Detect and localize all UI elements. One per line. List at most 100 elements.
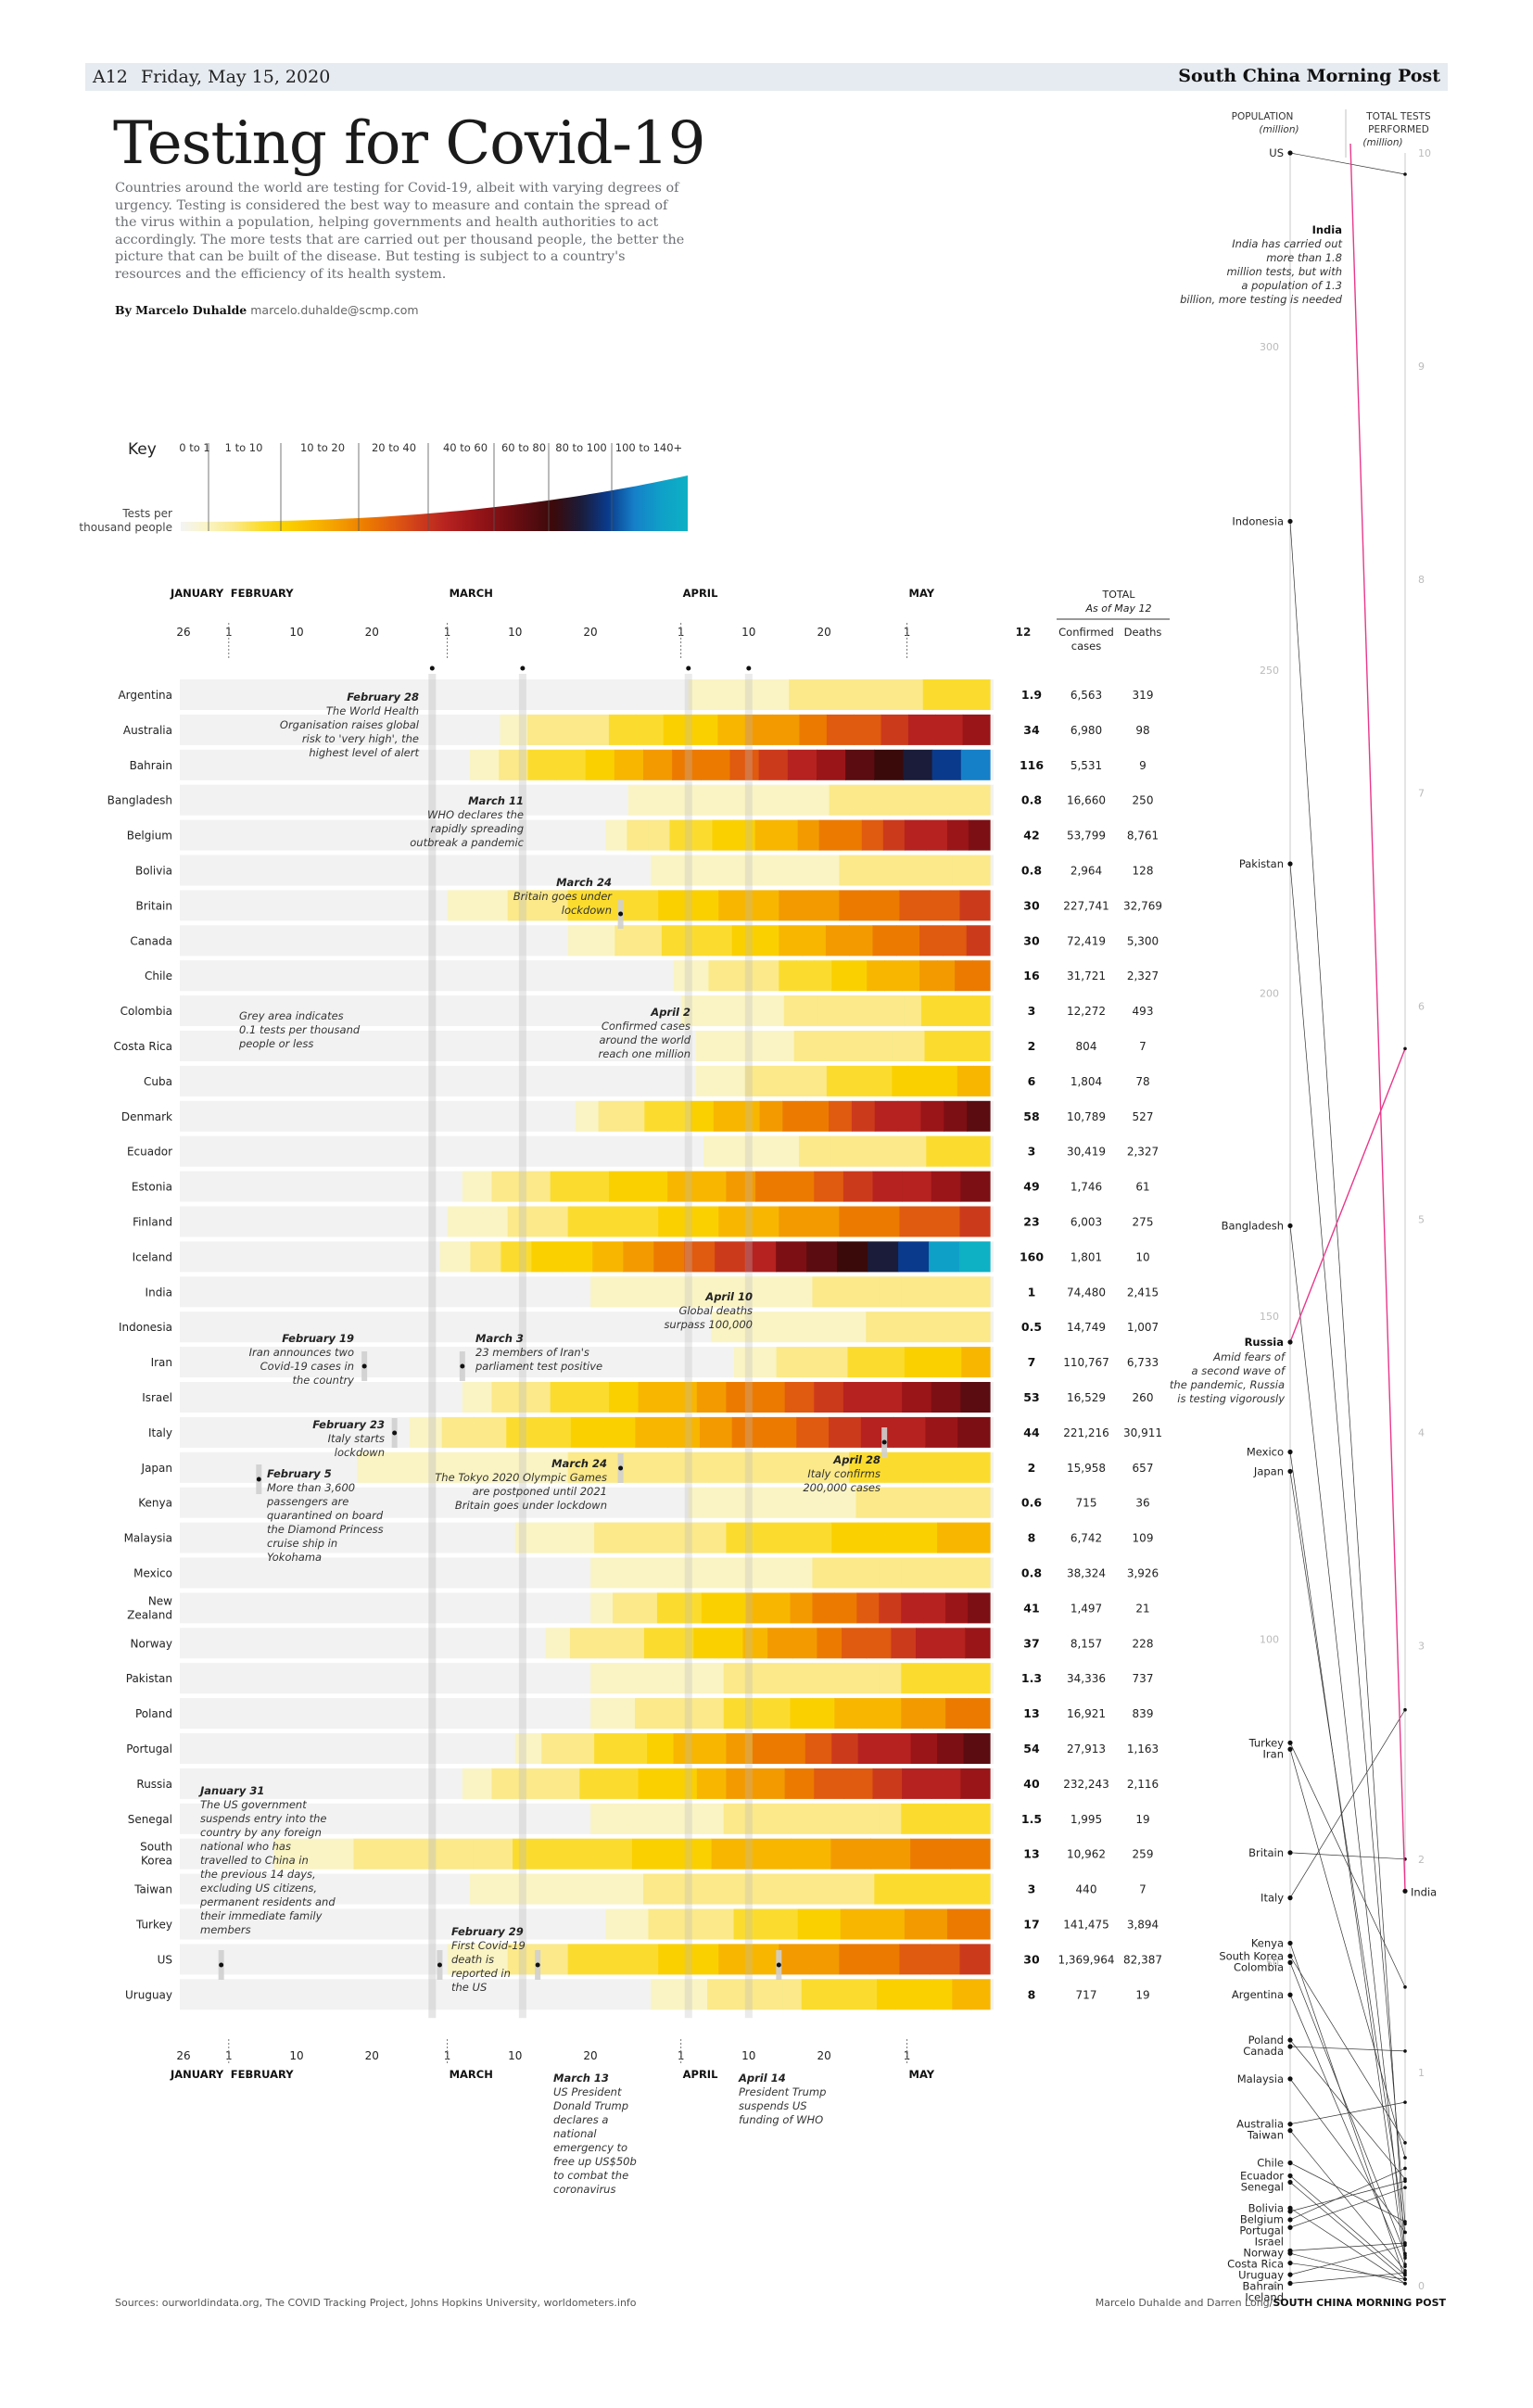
annotation-text: Britain goes under xyxy=(513,890,614,903)
confirmed-cases: 227,741 xyxy=(1063,899,1109,912)
heat-cell xyxy=(857,1522,885,1553)
confirmed-cases: 1,804 xyxy=(1071,1075,1102,1088)
confirmed-cases: 1,369,964 xyxy=(1058,1953,1114,1966)
tests-per-thousand: 30 xyxy=(1023,933,1040,947)
heat-cell xyxy=(541,1522,569,1553)
heat-cell xyxy=(902,1171,932,1202)
heat-cell xyxy=(594,1628,620,1659)
population-dot xyxy=(1287,1850,1293,1856)
tests-tick: 0 xyxy=(1418,2280,1425,2292)
tests-tick: 9 xyxy=(1418,361,1425,373)
heat-cell xyxy=(642,1873,673,1905)
heat-cell xyxy=(782,1100,806,1132)
india-right-label: India xyxy=(1411,1885,1437,1898)
tests-per-thousand: 54 xyxy=(1023,1742,1040,1755)
heat-cell xyxy=(313,1838,354,1869)
heat-cell xyxy=(945,1557,969,1589)
heat-cell xyxy=(590,1592,614,1624)
annotation-text: Organisation raises global xyxy=(280,718,420,731)
heat-cell xyxy=(890,1347,906,1378)
tests-tick: 4 xyxy=(1418,1427,1425,1439)
heat-cell xyxy=(941,1031,958,1061)
heat-cell xyxy=(514,1522,542,1553)
heat-cell xyxy=(668,1628,694,1659)
heat-cell xyxy=(658,1944,690,1975)
population-dot xyxy=(1287,2044,1293,2049)
heat-cell xyxy=(859,1065,877,1096)
heat-cell xyxy=(919,1347,934,1378)
slope-country-label: Taiwan xyxy=(1247,2129,1284,2142)
day-tick-bottom: 20 xyxy=(365,2049,379,2062)
confirmed-cases: 717 xyxy=(1076,1988,1097,2001)
confirmed-cases: 72,419 xyxy=(1067,934,1106,947)
heat-cell xyxy=(856,1803,880,1834)
tests-per-thousand: 58 xyxy=(1023,1109,1039,1123)
deaths: 2,415 xyxy=(1127,1286,1159,1299)
heat-cell xyxy=(929,1206,961,1237)
heat-cell xyxy=(808,890,840,921)
deaths: 9 xyxy=(1139,759,1147,772)
row-bolivia: Bolivia 0.8 2,964 128 xyxy=(135,855,1153,886)
slope-country-label: Pakistan xyxy=(1239,857,1284,870)
deaths: 319 xyxy=(1133,689,1154,702)
country-label: Bolivia xyxy=(135,865,172,878)
heat-cell xyxy=(477,1944,509,1975)
heat-cell xyxy=(776,1347,792,1378)
heat-cell xyxy=(598,1100,623,1132)
heat-cell xyxy=(937,1522,965,1553)
heat-cell xyxy=(939,1487,957,1518)
heat-cell xyxy=(667,1382,698,1413)
heat-cell xyxy=(393,1838,434,1869)
heat-cell xyxy=(699,1522,728,1553)
annotation-title: February 29 xyxy=(451,1925,524,1938)
heat-cell xyxy=(790,1592,814,1624)
key-bin-label: 40 to 60 xyxy=(443,441,488,454)
slope-country-label: Russia xyxy=(1245,1336,1284,1349)
day-tick-bottom: 10 xyxy=(289,2049,303,2062)
annotation-text: reach one million xyxy=(599,1047,690,1060)
annotation-text: lockdown xyxy=(335,1446,385,1459)
slope-line xyxy=(1289,1743,1406,1988)
country-label: Australia xyxy=(123,724,172,737)
heat-cell xyxy=(656,1803,680,1834)
country-label: Pakistan xyxy=(126,1672,172,1685)
heat-cell xyxy=(877,855,896,886)
heat-cell xyxy=(777,1065,795,1096)
heat-cell xyxy=(581,714,610,745)
slope-line xyxy=(1289,2180,1406,2212)
confirmed-cases: 1,801 xyxy=(1071,1250,1102,1263)
heat-cell xyxy=(801,995,819,1027)
india-note-line: million tests, but with xyxy=(1226,265,1342,278)
heat-cell xyxy=(920,995,940,1027)
confirmed-cases: 1,995 xyxy=(1071,1813,1102,1826)
row-belgium: Belgium 42 53,799 8,761 xyxy=(127,819,1159,851)
annotation-title: March 11 xyxy=(468,794,524,807)
heat-cell xyxy=(805,1487,823,1518)
tests-per-thousand: 1.3 xyxy=(1021,1671,1042,1685)
country-label: Russia xyxy=(136,1778,172,1791)
heat-cell xyxy=(441,1416,475,1448)
heat-cell xyxy=(779,1451,815,1483)
heat-cell xyxy=(899,890,931,921)
month-label-bottom: APRIL xyxy=(683,2068,718,2081)
country-label: Portugal xyxy=(126,1743,172,1755)
tests-per-thousand: 17 xyxy=(1023,1918,1039,1932)
heat-cell xyxy=(831,1733,859,1764)
heat-cell xyxy=(688,1487,706,1518)
heat-cell xyxy=(914,1979,934,2010)
annotation-text: Global deaths xyxy=(678,1304,753,1317)
heat-cell xyxy=(932,1347,948,1378)
heat-cell xyxy=(845,1873,875,1905)
country-label: Finland xyxy=(133,1216,172,1229)
heat-cell xyxy=(889,1487,907,1518)
annotation-text: members xyxy=(200,1923,251,1936)
heat-cell xyxy=(896,1312,914,1343)
heat-cell xyxy=(717,714,746,745)
tests-dot xyxy=(1403,2277,1407,2281)
heat-cell xyxy=(701,1663,725,1694)
confirmed-cases: 74,480 xyxy=(1067,1286,1106,1299)
deaths: 260 xyxy=(1133,1391,1154,1404)
heat-cell xyxy=(816,749,846,780)
